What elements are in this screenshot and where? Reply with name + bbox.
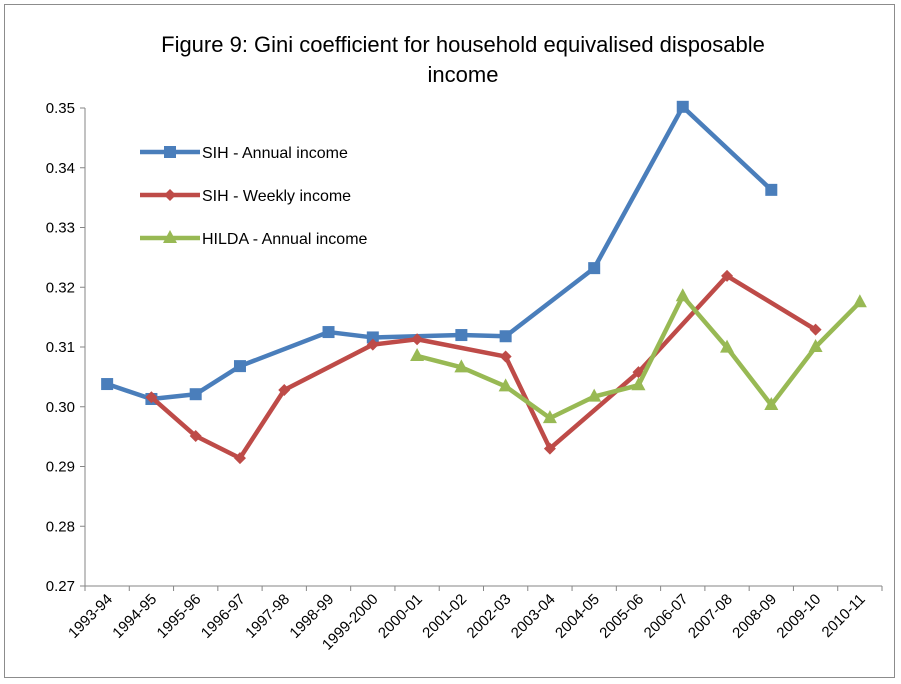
data-point [322, 326, 335, 339]
data-point [720, 339, 735, 353]
data-point [499, 350, 512, 363]
legend-label: SIH - Weekly income [202, 188, 351, 205]
y-tick-label: 0.34 [46, 160, 75, 177]
series-layer [101, 100, 867, 465]
x-tick-label: 2004-05 [552, 591, 603, 642]
data-point [366, 331, 379, 344]
legend-marker [163, 230, 177, 243]
data-point [588, 262, 601, 275]
axes: 0.27 0.28 0.29 0.30 0.31 0.32 0.33 0.34 0.35 1993… [46, 100, 883, 654]
data-point [410, 347, 425, 361]
data-point [543, 442, 556, 455]
data-point [454, 359, 469, 373]
legend-item-sih-annual-income: SIH - Annual income [140, 145, 348, 162]
data-point [808, 339, 823, 352]
series-line-sih-weekly-income [149, 273, 817, 461]
x-tick-label: 2001-02 [419, 591, 470, 642]
x-tick-label: 2006-07 [641, 591, 692, 642]
series-sih-weekly-income [145, 269, 822, 465]
y-tick-label: 0.27 [46, 578, 75, 595]
x-tick-label: 2002-03 [464, 591, 515, 642]
data-point [676, 100, 689, 113]
x-tick-label: 2005-06 [596, 591, 647, 642]
data-point [278, 384, 291, 397]
x-tick-label: 2008-09 [729, 591, 780, 642]
data-point [189, 388, 202, 401]
data-point [764, 396, 779, 410]
data-point [499, 330, 512, 343]
data-point [765, 183, 778, 196]
legend-marker [164, 146, 176, 158]
x-tick-label: 1995-96 [154, 591, 205, 642]
y-tick-label: 0.33 [46, 220, 75, 237]
data-point [498, 378, 513, 392]
series-sih-annual-income [101, 100, 778, 405]
series-hilda-annual-income [410, 288, 867, 424]
legend-item-hilda-annual-income: HILDA - Annual income [140, 230, 368, 248]
data-point [189, 430, 202, 443]
x-tick-label: 1996-97 [198, 591, 249, 642]
x-tick-label: 2000-01 [375, 591, 426, 642]
data-point [455, 329, 468, 342]
y-tick-label: 0.31 [46, 339, 75, 356]
data-point [852, 294, 867, 308]
data-point [631, 377, 646, 391]
chart-title-line-2: income [428, 62, 499, 87]
data-point [101, 378, 114, 391]
data-point [721, 269, 734, 282]
legend-marker [164, 189, 176, 201]
data-point [675, 288, 690, 302]
data-point [366, 338, 379, 351]
data-point [411, 333, 424, 346]
legend-label: SIH - Annual income [202, 145, 348, 162]
data-point [809, 323, 822, 336]
x-tick-label: 1993-94 [65, 591, 116, 642]
x-tick-label: 2009-10 [773, 591, 824, 642]
x-tick-label: 2010-11 [819, 591, 869, 641]
x-tick-label: 2003-04 [508, 591, 559, 642]
data-point [542, 410, 557, 424]
y-tick-label: 0.30 [46, 399, 75, 416]
data-point [233, 360, 246, 373]
chart-frame [4, 4, 895, 678]
y-tick-label: 0.29 [46, 459, 75, 476]
y-tick-label: 0.35 [46, 100, 75, 117]
y-tick-label: 0.28 [46, 518, 75, 535]
data-point [587, 388, 602, 402]
data-point [145, 391, 158, 404]
data-point [233, 452, 246, 465]
x-tick-label: 1994-95 [109, 591, 160, 642]
legend-label: HILDA - Annual income [202, 231, 368, 248]
legend-item-sih-weekly-income: SIH - Weekly income [140, 188, 351, 205]
legend: SIH - Annual income SIH - Weekly income HI… [140, 145, 368, 248]
y-tick-label: 0.32 [46, 279, 75, 296]
x-tick-label: 1997-98 [242, 591, 293, 642]
chart-title-line-1: Figure 9: Gini coefficient for household… [161, 32, 765, 57]
x-tick-label: 2007-08 [685, 591, 736, 642]
